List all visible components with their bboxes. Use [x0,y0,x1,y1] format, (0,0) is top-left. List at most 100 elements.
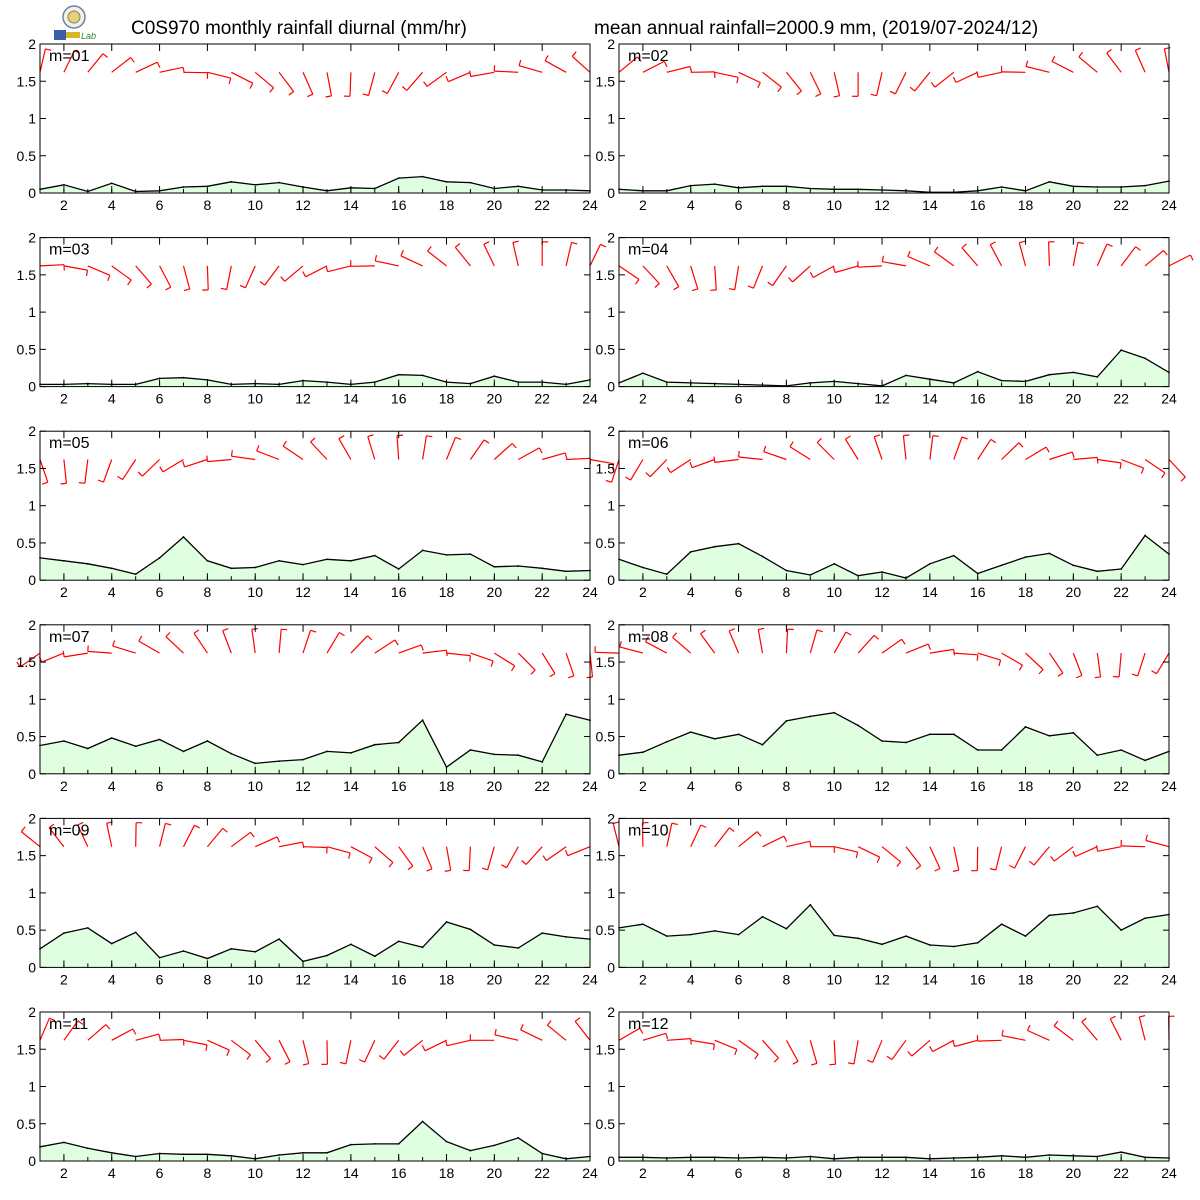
rain-point [1072,371,1075,374]
plot-frame [39,43,591,194]
wind-barb [493,65,519,73]
rain-point [110,737,113,739]
wind-barb [106,821,113,847]
x-tick-label: 8 [203,391,211,407]
rain-point [857,937,859,940]
wind-barb [1073,456,1099,464]
wind-barb [642,265,660,289]
x-tick-label: 4 [687,391,695,407]
y-tick-label: 1 [28,304,36,320]
panel-m=11: 00.511.522 4 6 8 10 12 14 16 18 20 22 24m=11 [17,1004,598,1181]
wind-barb [566,457,591,465]
rain-point [278,938,280,940]
x-tick-label: 10 [247,778,263,794]
rain-point [929,562,931,565]
rain-point [833,711,836,714]
rain-line [619,1151,1170,1160]
x-tick-label: 20 [487,1165,503,1181]
wind-barb [254,71,275,93]
rain-point [1000,1154,1003,1157]
x-tick-label: 6 [156,584,164,600]
rain-point [713,183,716,186]
wind-barb [182,265,191,292]
x-tick-label: 4 [108,778,116,794]
rain-point [1048,552,1051,555]
wind-barb [833,631,852,654]
x-tick-label: 10 [826,391,842,407]
rain-point [445,1140,448,1143]
y-tick-label: 1 [607,1079,615,1095]
y-tick-label: 1.5 [17,848,37,864]
wind-barb [767,265,787,287]
rain-point [493,753,496,756]
x-tick-label: 4 [687,1165,695,1181]
rain-point [1048,373,1051,376]
rain-point [63,1141,65,1144]
wind-barb [1053,1020,1074,1041]
wind-barb [302,846,328,854]
x-tick-label: 24 [582,1165,598,1181]
x-tick-label: 12 [874,971,890,987]
x-tick-label: 8 [203,778,211,794]
rain-point [1120,749,1123,751]
panel-label: m=08 [628,629,669,646]
rain-point [397,373,400,376]
rain-point [397,741,400,744]
wind-barb [605,459,620,483]
x-tick-label: 20 [1066,778,1082,794]
wind-barb [1051,55,1074,73]
y-tick-label: 1 [28,1079,36,1095]
rain-point [952,733,955,736]
y-tick-label: 1.5 [596,73,616,89]
wind-barb [39,48,52,73]
rain-point [350,559,352,562]
x-tick-label: 4 [108,197,116,213]
wind-barb [857,634,880,654]
rain-point [373,743,376,746]
rain-area [40,176,590,193]
x-tick-label: 24 [582,391,598,407]
x-tick-label: 4 [687,971,695,987]
rain-point [833,562,836,565]
wind-barb [39,1017,56,1041]
rain-point [905,741,907,744]
wind-barb [1109,1015,1122,1041]
x-tick-label: 20 [1066,971,1082,987]
rain-point [517,754,520,757]
rain-area [40,922,590,968]
y-tick-label: 0 [28,959,36,975]
rain-point [881,571,883,573]
rain-point [737,933,740,936]
x-tick-label: 20 [487,778,503,794]
wind-barb [483,241,495,267]
x-tick-label: 24 [1161,391,1177,407]
rain-point [541,761,544,763]
x-tick-label: 16 [970,971,986,987]
x-tick-label: 4 [687,584,695,600]
y-tick-label: 1.5 [17,73,37,89]
x-tick-label: 12 [874,391,890,407]
x-tick-label: 8 [203,584,211,600]
wind-barb [159,1038,185,1046]
rain-point [397,1143,400,1145]
wind-barb [493,652,516,672]
wind-barb [886,1039,907,1061]
x-tick-label: 2 [639,391,647,407]
rain-point [541,932,544,934]
rain-point [642,923,644,926]
x-tick-label: 14 [922,971,938,987]
wind-barb [135,1033,161,1041]
panel-m=07: 00.511.522 4 6 8 10 12 14 16 18 20 22 24m=07 [16,617,598,794]
x-tick-label: 22 [1113,584,1129,600]
wind-barb [1094,653,1102,679]
wind-barb [641,822,649,847]
wind-barb [989,846,1003,871]
x-tick-label: 4 [108,584,116,600]
rain-line [618,903,1170,948]
wind-barb [374,254,399,267]
wind-barb [929,1039,955,1053]
rain-point [737,733,740,736]
wind-barb [220,265,232,291]
rain-area [619,712,1169,774]
wind-barb [222,628,232,654]
